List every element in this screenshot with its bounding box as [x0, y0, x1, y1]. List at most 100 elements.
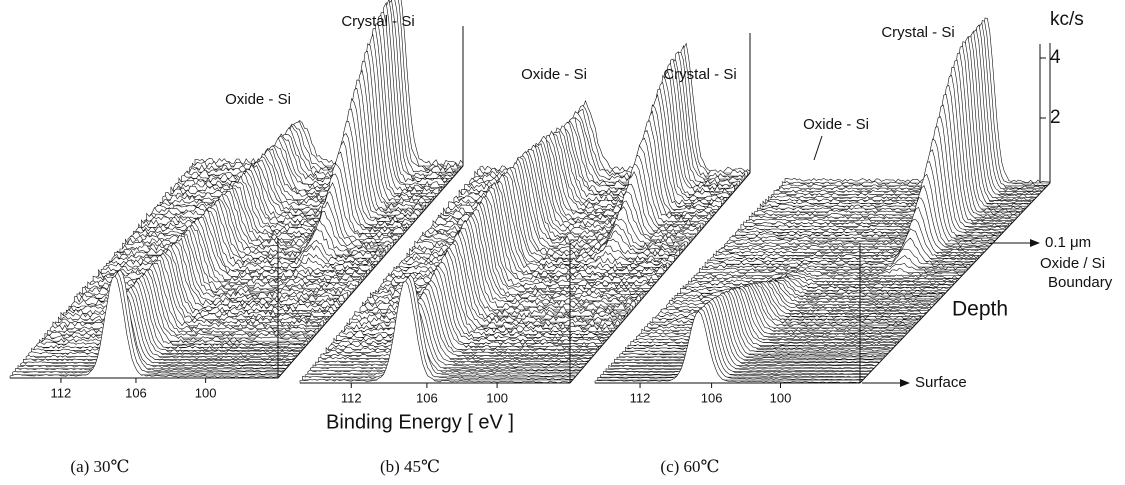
spectrum	[638, 286, 905, 337]
x-tick-label: 100	[195, 385, 217, 400]
boundary-label: Boundary	[1048, 274, 1113, 291]
spectrum	[600, 305, 866, 378]
spectrum	[36, 275, 306, 348]
spectrum	[608, 298, 875, 369]
x-tick-label: 106	[701, 390, 723, 405]
spectrum	[377, 195, 649, 292]
tick-label: 4	[1050, 47, 1061, 68]
spectrum	[375, 201, 647, 296]
spectrum	[17, 294, 287, 370]
spectrum	[310, 307, 581, 372]
spectrum	[15, 269, 284, 373]
axis	[859, 182, 1051, 384]
spectrum	[336, 261, 607, 341]
x-axis-label: Binding Energy [ eV ]	[326, 411, 514, 433]
depth-start: Surface	[915, 374, 967, 391]
spectrum	[330, 268, 602, 347]
caption: (a) 30℃	[70, 457, 129, 476]
panel: 112 106 100	[9, 0, 464, 400]
spectrum	[622, 290, 888, 355]
spectrum	[693, 270, 960, 279]
peak-label: Crystal - Si	[341, 13, 414, 30]
peak-label: Crystal - Si	[881, 24, 954, 41]
spectrum	[597, 308, 864, 381]
spectrum	[343, 247, 615, 332]
spectrum	[688, 273, 954, 285]
spectra: 112 106 100 112 106 100 112 106 100	[9, 0, 1051, 405]
spectrum	[779, 22, 1045, 190]
depth-label: Depth	[952, 298, 1008, 321]
spectrum	[39, 273, 308, 345]
spectrum	[594, 310, 861, 384]
spectrum	[328, 272, 600, 350]
spectrum	[47, 263, 316, 336]
spectrum	[307, 311, 579, 375]
pointer	[813, 135, 823, 161]
x-tick-label: 112	[51, 385, 72, 400]
tick-label: 2	[1050, 107, 1061, 128]
spectrum	[691, 271, 957, 282]
spectrum	[627, 288, 894, 349]
spectrum	[57, 252, 327, 323]
peak-label: Crystal - Si	[663, 66, 736, 83]
spectrum	[49, 262, 319, 333]
spectrum	[602, 302, 869, 375]
depth-end: 0.1 μm	[1045, 234, 1091, 251]
x-tick-label: 112	[630, 390, 651, 405]
spectrum	[191, 0, 461, 170]
spectrum	[677, 277, 943, 297]
spectrum	[103, 208, 373, 271]
spectrum	[635, 287, 902, 340]
peak-label: Oxide - Si	[521, 66, 587, 83]
peak-label: Oxide - Si	[803, 116, 869, 133]
unit: kc/s	[1050, 9, 1084, 30]
spectrum	[341, 249, 613, 335]
spectrum	[680, 276, 946, 294]
x-tick-label: 106	[416, 390, 438, 405]
spectrum	[315, 297, 587, 366]
spectrum	[44, 268, 314, 339]
caption: (b) 45℃	[380, 457, 440, 476]
spectrum	[194, 0, 464, 167]
spectrum	[619, 292, 886, 358]
spectrum	[630, 287, 897, 346]
spectrum	[189, 0, 458, 173]
spectrum	[641, 285, 908, 335]
panel: 112 106 100	[594, 17, 1051, 405]
spectrum	[12, 271, 282, 376]
arrowhead	[900, 379, 910, 387]
spectrum	[33, 277, 303, 351]
spectrum	[31, 280, 300, 354]
x-tick-label: 106	[125, 385, 147, 400]
x-tick-label: 100	[486, 390, 508, 405]
spectrum	[644, 284, 910, 332]
spectrum	[784, 17, 1051, 184]
spectrum	[20, 292, 290, 367]
x-tick-label: 112	[341, 390, 362, 405]
axis	[277, 165, 464, 379]
spectrum	[25, 286, 295, 360]
boundary-label: Oxide / Si	[1040, 255, 1105, 272]
caption: (c) 60℃	[660, 457, 719, 476]
spectrum	[616, 294, 883, 361]
peak-label: Oxide - Si	[225, 91, 291, 108]
spectrum	[302, 276, 573, 381]
spectrum	[108, 204, 378, 265]
spectrum	[325, 280, 597, 353]
spectrum	[320, 288, 592, 359]
spectrum	[106, 206, 375, 268]
spectrum	[28, 285, 298, 357]
spectrum	[23, 290, 292, 363]
spectrum	[317, 291, 589, 362]
spectrum	[333, 265, 605, 344]
spectrum	[52, 259, 322, 330]
spectrum	[611, 296, 877, 366]
spectrum	[323, 283, 594, 356]
spectrum	[41, 268, 311, 342]
spectrum	[312, 302, 584, 369]
axis	[569, 172, 751, 384]
spectrum	[304, 275, 576, 378]
spectrum	[605, 301, 872, 372]
panel: 112 106 100	[299, 33, 751, 405]
